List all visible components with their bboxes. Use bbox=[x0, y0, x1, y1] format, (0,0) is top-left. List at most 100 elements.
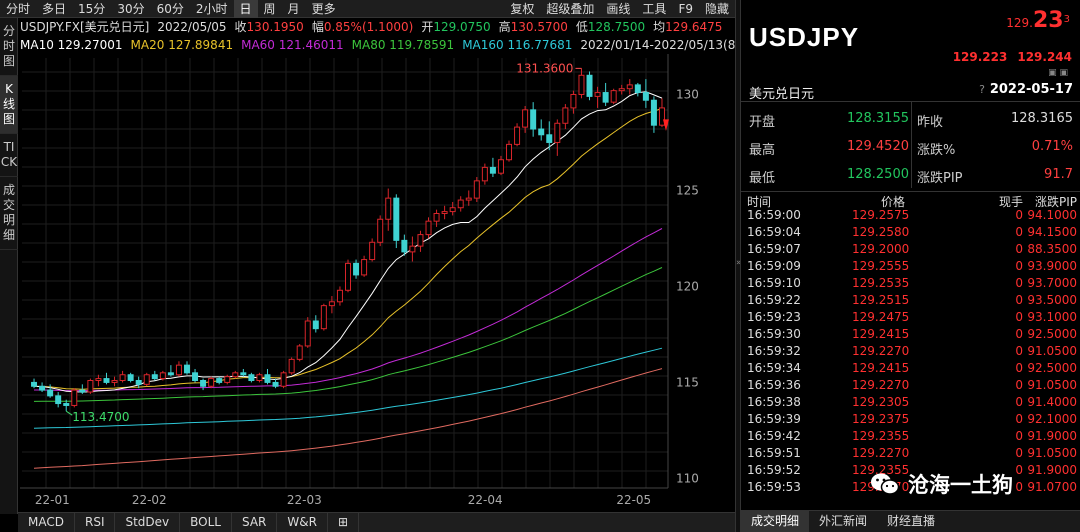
period-tab[interactable]: 分时 bbox=[6, 1, 31, 16]
indicator-tab[interactable]: RSI bbox=[75, 513, 116, 532]
x-tick-label: 22-01 bbox=[35, 493, 70, 507]
period-tab[interactable]: 60分 bbox=[156, 1, 184, 16]
period-tab[interactable]: 15分 bbox=[78, 1, 106, 16]
right-tab[interactable]: 财经直播 bbox=[887, 514, 936, 528]
tick-row[interactable]: 16:59:42 129.2355 0 91.9000 bbox=[741, 428, 1080, 445]
tick-row[interactable]: 16:59:38 129.2305 0 91.4000 bbox=[741, 394, 1080, 411]
candle-down bbox=[401, 239, 408, 253]
indicator-tab[interactable]: SAR bbox=[232, 513, 278, 532]
period-tab[interactable]: 日 bbox=[233, 0, 258, 18]
col-time: 时间 bbox=[747, 195, 772, 209]
period-tab[interactable]: 更多 bbox=[311, 1, 336, 16]
col-pip: 涨跌PIP bbox=[1034, 195, 1077, 209]
instrument-name: 美元兑日元 bbox=[749, 87, 815, 102]
period-tab[interactable]: 2小时 bbox=[195, 1, 228, 16]
candle-up bbox=[320, 305, 327, 330]
avg-label: 均 bbox=[653, 20, 666, 34]
period-tab[interactable]: 30分 bbox=[117, 1, 145, 16]
period-tab[interactable]: 周 bbox=[263, 1, 276, 16]
panel-mini-icons[interactable]: ▣ ▣ bbox=[1048, 68, 1068, 78]
candle-up bbox=[385, 197, 392, 220]
collapse-arrow-icon[interactable]: » bbox=[736, 258, 742, 268]
panel-splitter[interactable]: » bbox=[735, 0, 742, 532]
indicator-tab[interactable]: ⊞ bbox=[328, 513, 360, 532]
tick-price: 129.2375 bbox=[852, 412, 910, 426]
tick-row[interactable]: 16:59:23 129.2475 0 93.1000 bbox=[741, 309, 1080, 326]
indicator-tab[interactable]: W&R bbox=[277, 513, 328, 532]
ma160-line bbox=[33, 347, 663, 429]
tick-row[interactable]: 16:59:04 129.2580 0 94.1500 bbox=[741, 224, 1080, 241]
tick-vol: 0 bbox=[1015, 463, 1023, 477]
stat-value: 128.3165 bbox=[1010, 111, 1073, 126]
stat-row: 开盘 128.3155 昨收 128.3165 bbox=[741, 104, 1080, 132]
tick-row[interactable]: 16:59:10 129.2535 0 93.7000 bbox=[741, 275, 1080, 292]
tick-time: 16:59:39 bbox=[747, 412, 801, 426]
candle-up bbox=[570, 93, 577, 109]
y-tick-label: 125 bbox=[676, 183, 699, 197]
candle-up bbox=[87, 380, 94, 393]
tick-price: 129.2475 bbox=[852, 310, 910, 324]
stat-row: 最低 128.2500 涨跌PIP 91.7 bbox=[741, 160, 1080, 188]
tick-row[interactable]: 16:59:51 129.2270 0 91.0500 bbox=[741, 445, 1080, 462]
period-toolbar: 分时 多日 15分 30分 60分 2小时日周月更多 复权 超级叠加 画线 工具 F9 隐藏 bbox=[0, 0, 735, 18]
candle-up bbox=[111, 380, 118, 383]
tool-button[interactable]: 工具 bbox=[642, 1, 667, 16]
tool-button[interactable]: 画线 bbox=[606, 1, 631, 16]
indicator-tab[interactable]: MACD bbox=[18, 513, 75, 532]
view-tab[interactable]: TICK bbox=[0, 134, 18, 177]
candle-down bbox=[216, 378, 223, 383]
tick-row[interactable]: 16:59:07 129.2000 0 88.3500 bbox=[741, 241, 1080, 258]
tick-row[interactable]: 16:59:30 129.2415 0 92.5000 bbox=[741, 326, 1080, 343]
candle-down bbox=[183, 364, 190, 374]
period-tab[interactable]: 多日 bbox=[42, 1, 67, 16]
view-tab[interactable]: 分时图 bbox=[0, 18, 18, 76]
candle-up bbox=[71, 389, 78, 406]
indicator-tab[interactable]: BOLL bbox=[180, 513, 232, 532]
stat-value: 0.71% bbox=[1031, 139, 1073, 154]
candle-up bbox=[409, 245, 416, 253]
tick-vol: 0 bbox=[1015, 446, 1023, 460]
tool-button[interactable]: 隐藏 bbox=[704, 1, 729, 16]
candle-down bbox=[55, 395, 62, 405]
candle-up bbox=[208, 378, 215, 387]
tick-row[interactable]: 16:59:52 129.2355 0 91.9000 bbox=[741, 462, 1080, 479]
tick-vol: 0 bbox=[1015, 395, 1023, 409]
indicator-tab[interactable]: StdDev bbox=[115, 513, 181, 532]
tick-row[interactable]: 16:59:39 129.2375 0 92.1000 bbox=[741, 411, 1080, 428]
tick-price: 129.2555 bbox=[852, 259, 910, 273]
tick-pip: 94.1000 bbox=[1027, 208, 1077, 222]
tick-pip: 92.5000 bbox=[1027, 327, 1077, 341]
tick-row[interactable]: 16:59:09 129.2555 0 93.9000 bbox=[741, 258, 1080, 275]
y-tick-label: 130 bbox=[676, 87, 699, 101]
candle-up bbox=[425, 220, 432, 236]
help-icon[interactable]: ? bbox=[979, 83, 985, 96]
tick-row[interactable]: 16:59:00 129.2575 0 94.1000 bbox=[741, 207, 1080, 224]
tick-vol: 0 bbox=[1015, 344, 1023, 358]
right-tab[interactable]: 外汇新闻 bbox=[819, 514, 868, 528]
candle-up bbox=[554, 122, 561, 143]
tick-row[interactable]: 16:59:36 129.2270 0 91.0500 bbox=[741, 377, 1080, 394]
last-price-tail: 3 bbox=[1063, 14, 1070, 25]
stat-label: 涨跌PIP bbox=[917, 171, 963, 186]
tick-vol: 0 bbox=[1015, 412, 1023, 426]
candle-up bbox=[433, 212, 440, 222]
x-tick-label: 22-02 bbox=[132, 493, 167, 507]
view-tab[interactable]: K线图 bbox=[0, 76, 18, 134]
last-price-head: 129. bbox=[1006, 16, 1033, 30]
tick-time: 16:59:38 bbox=[747, 395, 801, 409]
tool-button[interactable]: 超级叠加 bbox=[546, 1, 595, 16]
candle-up bbox=[296, 345, 303, 360]
right-tab[interactable]: 成交明细 bbox=[741, 511, 810, 532]
view-tabs: 分时图 K线图 TICK 成交明细 bbox=[0, 18, 18, 514]
stat-value: 128.2500 bbox=[846, 167, 909, 182]
tick-pip: 94.1500 bbox=[1027, 225, 1077, 239]
tool-button[interactable]: 复权 bbox=[510, 1, 535, 16]
tool-button[interactable]: F9 bbox=[678, 1, 693, 16]
tick-row[interactable]: 16:59:22 129.2515 0 93.5000 bbox=[741, 292, 1080, 309]
period-tab[interactable]: 月 bbox=[287, 1, 300, 16]
ma20-label: MA20 127.89841 bbox=[130, 37, 234, 52]
kline-chart[interactable]: 110 115 120 125 130 22-01 22-02 22-03 22-04 22-05… bbox=[20, 54, 735, 514]
tick-row[interactable]: 16:59:32 129.2270 0 91.0500 bbox=[741, 343, 1080, 360]
tick-row[interactable]: 16:59:34 129.2415 0 92.5000 bbox=[741, 360, 1080, 377]
view-tab[interactable]: 成交明细 bbox=[0, 177, 18, 250]
